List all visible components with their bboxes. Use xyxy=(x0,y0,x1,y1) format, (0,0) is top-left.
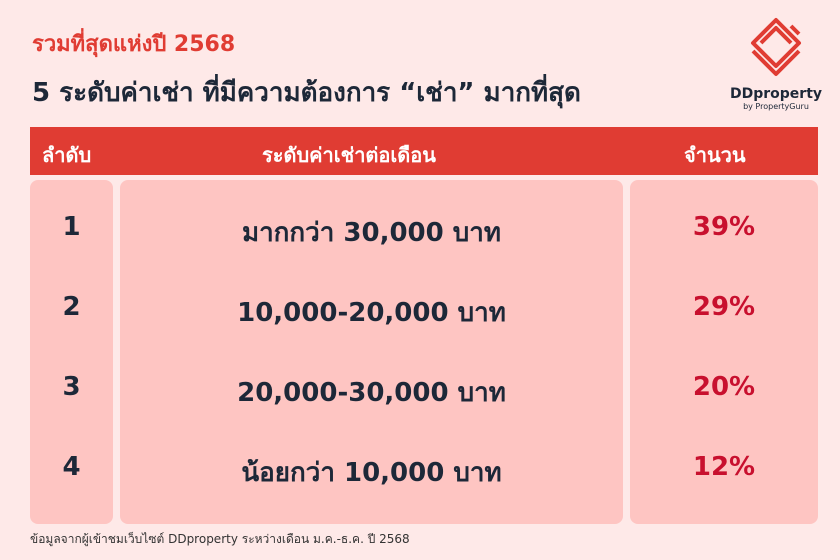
header-rent-level: ระดับค่าเช่าต่อเดือน xyxy=(262,143,436,167)
row-share: 12% xyxy=(692,452,756,482)
rent-column-panel xyxy=(120,180,623,524)
row-share: 29% xyxy=(692,292,756,322)
logo-brand: DDproperty xyxy=(729,86,823,102)
row-share: 20% xyxy=(692,372,756,402)
row-rent-level: มากกว่า 30,000 บาท xyxy=(241,218,502,248)
ddproperty-logo-icon xyxy=(751,18,801,76)
header-share: จำนวน xyxy=(684,143,746,167)
header-rank: ลำดับ xyxy=(42,143,92,167)
row-rank: 1 xyxy=(62,212,81,242)
row-rent-level: 20,000-30,000 บาท xyxy=(237,378,506,408)
page-title: 5 ระดับค่าเช่า ที่มีความต้องการ “เช่า” ม… xyxy=(32,78,581,108)
row-rent-level: 10,000-20,000 บาท xyxy=(237,298,506,328)
share-column-panel xyxy=(630,180,818,524)
logo-sub: by PropertyGuru xyxy=(743,102,809,111)
row-share: 39% xyxy=(692,212,756,242)
row-rank: 4 xyxy=(62,452,81,482)
table-header: ลำดับ ระดับค่าเช่าต่อเดือน จำนวน xyxy=(30,127,818,175)
rank-column-panel xyxy=(30,180,113,524)
footnote: ข้อมูลจากผู้เข้าชมเว็บไซต์ DDproperty ระ… xyxy=(30,532,410,546)
row-rank: 2 xyxy=(62,292,81,322)
row-rank: 3 xyxy=(62,372,81,402)
row-rent-level: น้อยกว่า 10,000 บาท xyxy=(241,458,502,488)
logo: DDproperty by PropertyGuru xyxy=(726,16,826,111)
kicker: รวมที่สุดแห่งปี 2568 xyxy=(32,32,236,57)
